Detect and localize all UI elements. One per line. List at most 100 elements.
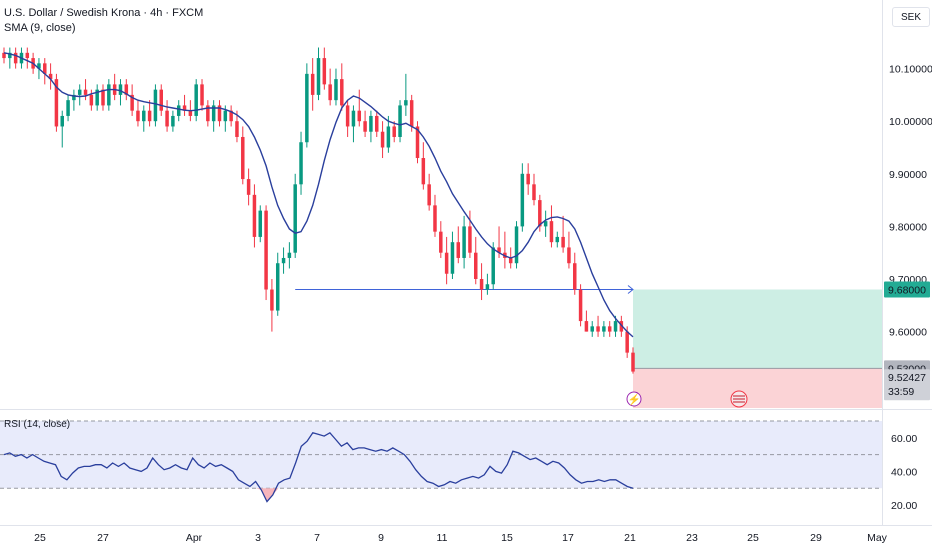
candle-body[interactable] (2, 52, 6, 59)
candle-body[interactable] (631, 352, 635, 372)
candle-body[interactable] (415, 126, 420, 159)
candle-body[interactable] (328, 84, 332, 101)
candle-body[interactable] (37, 63, 41, 69)
candle-body[interactable] (357, 110, 362, 122)
candle-body[interactable] (363, 121, 367, 132)
candle-body[interactable] (316, 58, 321, 95)
candle-body[interactable] (72, 94, 76, 101)
candle-body[interactable] (549, 221, 554, 243)
candle-body[interactable] (136, 110, 140, 122)
currency-selector[interactable]: SEK (892, 7, 930, 27)
candle-body[interactable] (474, 252, 478, 279)
candle-body[interactable] (77, 89, 82, 95)
candle-body[interactable] (450, 242, 455, 274)
target-price-tag-bg[interactable] (884, 281, 930, 298)
candle-body[interactable] (194, 84, 198, 116)
candle-body[interactable] (584, 321, 589, 332)
candle-body[interactable] (596, 326, 600, 332)
candle-body[interactable] (241, 136, 245, 180)
candle-body[interactable] (43, 63, 47, 74)
candle-body[interactable] (8, 52, 12, 59)
candle-body[interactable] (520, 173, 525, 227)
sma-line[interactable] (3, 52, 634, 338)
candle-body[interactable] (573, 263, 577, 290)
candle-body[interactable] (380, 131, 385, 148)
candle-body[interactable] (619, 321, 624, 332)
lightning-event-icon[interactable] (626, 391, 642, 407)
candle-body[interactable] (404, 100, 408, 106)
candle-body[interactable] (607, 326, 612, 332)
candle-body[interactable] (217, 105, 222, 122)
candle-body[interactable] (543, 221, 548, 227)
candle-body[interactable] (107, 84, 111, 106)
candle-body[interactable] (264, 210, 268, 290)
candle-body[interactable] (299, 142, 303, 185)
candle-body[interactable] (555, 236, 560, 243)
last-price-tag-bg[interactable] (884, 369, 930, 401)
rsi-legend[interactable]: RSI (14, close) (4, 419, 71, 430)
candle-body[interactable] (538, 200, 542, 227)
candle-body[interactable] (444, 252, 449, 274)
candle-body[interactable] (124, 84, 129, 95)
candle-body[interactable] (153, 89, 158, 122)
candle-body[interactable] (258, 210, 263, 237)
candle-body[interactable] (48, 73, 53, 80)
candle-body[interactable] (561, 236, 565, 248)
candle-body[interactable] (25, 52, 30, 59)
candle-body[interactable] (578, 289, 583, 322)
candle-body[interactable] (252, 194, 257, 237)
candle-body[interactable] (456, 242, 461, 258)
candle-body[interactable] (223, 110, 228, 122)
candle-body[interactable] (532, 184, 536, 201)
candle-body[interactable] (479, 279, 484, 290)
rsi-line[interactable] (3, 431, 634, 503)
candle-body[interactable] (351, 110, 356, 127)
candle-body[interactable] (60, 115, 64, 127)
candle-body[interactable] (386, 126, 391, 148)
candle-body[interactable] (287, 252, 292, 258)
candle-body[interactable] (235, 121, 239, 137)
candle-body[interactable] (334, 79, 338, 101)
symbol-title[interactable]: U.S. Dollar / Swedish Krona · 4h · FXCM (4, 7, 204, 19)
candle-body[interactable] (602, 326, 606, 332)
candle-body[interactable] (281, 257, 286, 264)
candle-body[interactable] (101, 89, 105, 106)
candle-body[interactable] (246, 179, 251, 195)
candle-body[interactable] (468, 226, 472, 253)
target-zone[interactable] (633, 289, 882, 369)
candle-body[interactable] (340, 79, 344, 106)
candle-body[interactable] (345, 105, 350, 127)
candle-body[interactable] (229, 110, 233, 122)
candle-body[interactable] (398, 105, 402, 137)
candle-body[interactable] (497, 247, 501, 253)
candle-body[interactable] (305, 73, 309, 143)
candle-body[interactable] (66, 100, 70, 116)
candle-body[interactable] (369, 115, 373, 132)
candle-body[interactable] (200, 84, 204, 106)
candle-body[interactable] (211, 105, 216, 122)
candle-body[interactable] (590, 326, 594, 332)
candle-body[interactable] (54, 79, 59, 127)
candle-body[interactable] (89, 94, 94, 106)
candle-body[interactable] (526, 173, 530, 185)
candle-body[interactable] (147, 110, 152, 122)
stop-zone[interactable] (633, 368, 882, 408)
candle-body[interactable] (130, 94, 134, 111)
candle-body[interactable] (83, 89, 88, 95)
candle-body[interactable] (159, 89, 163, 111)
candle-body[interactable] (182, 105, 187, 111)
candle-body[interactable] (322, 58, 327, 85)
candle-body[interactable] (142, 110, 146, 122)
candle-body[interactable] (508, 257, 513, 264)
candle-body[interactable] (433, 205, 437, 232)
candle-body[interactable] (275, 263, 280, 311)
candle-body[interactable] (613, 321, 618, 332)
candle-body[interactable] (485, 284, 490, 290)
candle-body[interactable] (13, 52, 18, 64)
candle-body[interactable] (567, 247, 571, 264)
candle-body[interactable] (270, 289, 274, 311)
candle-body[interactable] (176, 105, 181, 116)
candle-body[interactable] (171, 115, 175, 127)
candle-body[interactable] (409, 100, 414, 127)
